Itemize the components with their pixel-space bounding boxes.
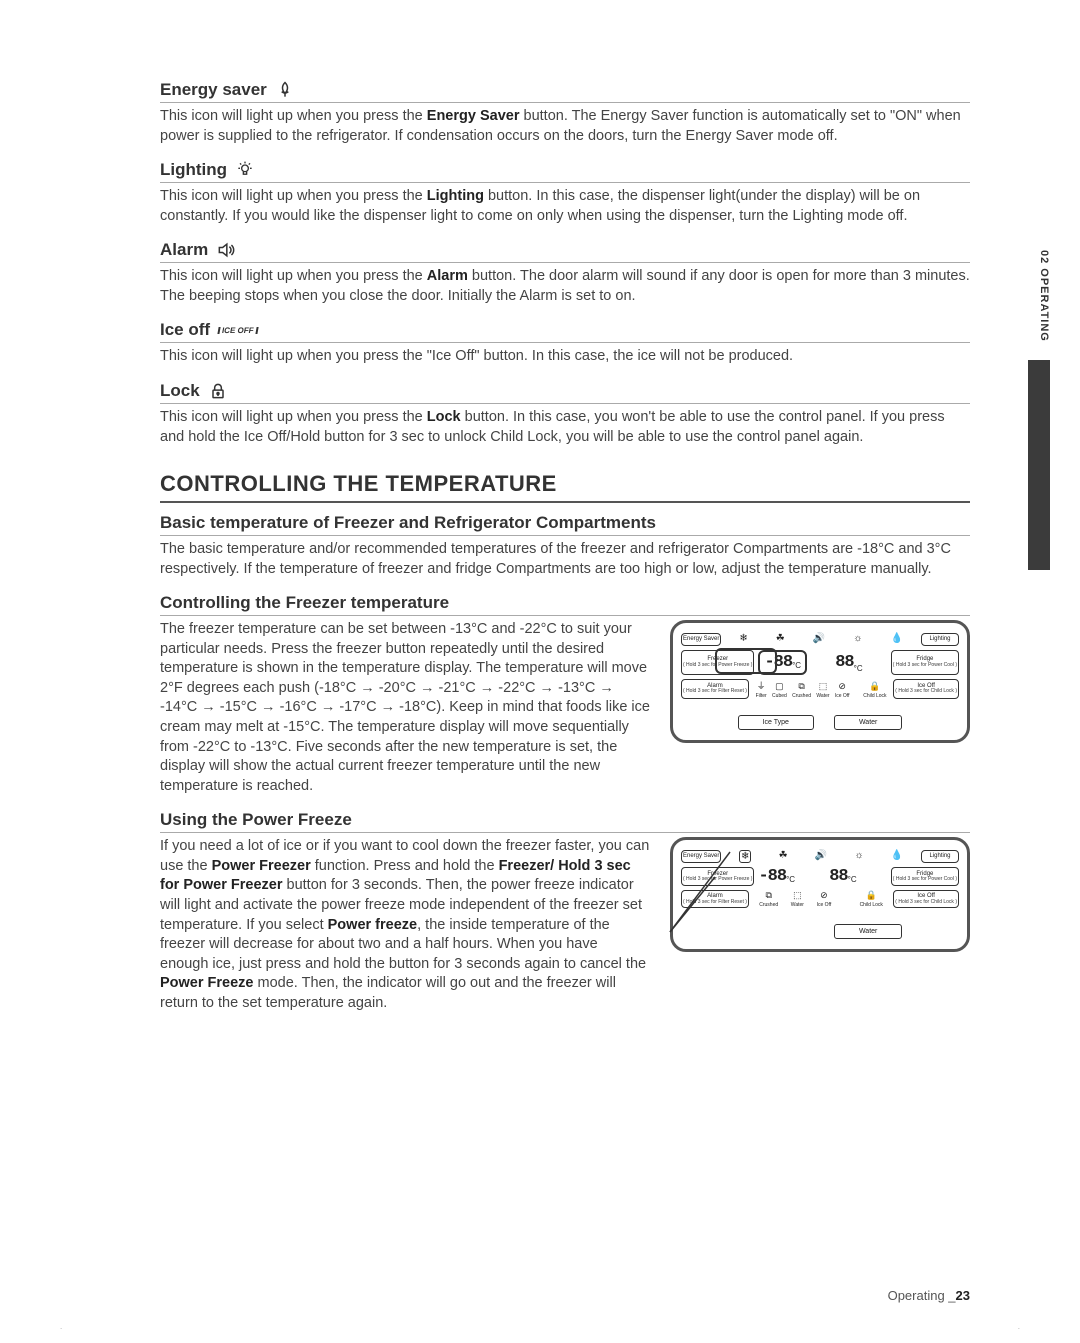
- panel2-freezer-display: -88°C: [758, 867, 795, 886]
- page-content: Energy saver This icon will light up whe…: [0, 0, 1080, 1067]
- section-freezer-temp: Controlling the Freezer temperature The …: [160, 593, 970, 796]
- panel2-iceoff-button: Ice Off( Hold 3 sec for Child Lock ): [893, 890, 959, 908]
- freezer-display: -88°C: [758, 650, 807, 675]
- basic-temp-body: The basic temperature and/or recommended…: [160, 540, 970, 579]
- cubed-icon: ▢: [775, 681, 784, 692]
- panel2-water-button: Water: [834, 924, 902, 939]
- section-ice-off: Ice off ICE OFF This icon will light up …: [160, 320, 970, 367]
- panel-freezer-button: Freezer( Hold 3 sec for Power Freeze ): [681, 650, 754, 675]
- panel2-top-icons: ❄ ☘ 🔊 ☼ 💧: [725, 850, 917, 863]
- lightbulb-icon: [235, 160, 255, 180]
- sound-icon: 🔊: [813, 633, 825, 644]
- section-lock: Lock This icon will light up when you pr…: [160, 381, 970, 447]
- leaf-icon: ☘: [776, 633, 785, 644]
- section-alarm: Alarm This icon will light up when you p…: [160, 240, 970, 306]
- lighting-body: This icon will light up when you press t…: [160, 187, 970, 226]
- basic-temp-title: Basic temperature of Freezer and Refrige…: [160, 513, 970, 536]
- panel-ice-type-button: Ice Type: [738, 715, 814, 730]
- water2-icon: ⬚: [793, 890, 802, 901]
- panel2-energy-saver-button: Energy Saver: [681, 850, 721, 863]
- drop2-icon: 💧: [891, 850, 903, 863]
- energy-saver-body: This icon will light up when you press t…: [160, 107, 970, 146]
- crushed2-icon: ⧉: [765, 890, 771, 901]
- crop-marks: ..: [0, 1322, 1080, 1331]
- page-footer: Operating _23: [888, 1288, 970, 1303]
- ice-off-title: Ice off: [160, 320, 210, 340]
- section-energy-saver: Energy saver This icon will light up whe…: [160, 80, 970, 146]
- panel2-freezer-button: Freezer( Hold 3 sec for Power Freeze ): [681, 867, 754, 886]
- controlling-temp-heading: CONTROLLING THE TEMPERATURE: [160, 471, 970, 503]
- filter-icon: ⏚: [757, 679, 766, 692]
- panel-bottom-icons: ⏚Filter ▢Cubed ⧉Crushed ⬚Water ⊘Ice Off …: [753, 679, 889, 699]
- water-icon: ⬚: [819, 681, 828, 692]
- panel-lighting-button: Lighting: [921, 633, 959, 646]
- leaf2-icon: ☘: [779, 850, 788, 863]
- ice-off-icon: ICE OFF: [217, 327, 258, 334]
- panel-alarm-button: Alarm( Hold 3 sec for Filter Reset ): [681, 679, 749, 699]
- childlock2-icon: 🔒: [866, 890, 877, 901]
- section-basic-temp: Basic temperature of Freezer and Refrige…: [160, 513, 970, 579]
- side-tab: 02 OPERATING: [1038, 250, 1050, 342]
- panel-water-button: Water: [834, 715, 902, 730]
- lock-title: Lock: [160, 381, 200, 401]
- iceoff2-icon: ⊘: [820, 890, 828, 901]
- panel2-lighting-button: Lighting: [921, 850, 959, 863]
- energy-saver-icon: [275, 80, 295, 100]
- power-freeze-title: Using the Power Freeze: [160, 810, 970, 833]
- section-power-freeze: Using the Power Freeze If you need a lot…: [160, 810, 970, 1013]
- power-freeze-body: If you need a lot of ice or if you want …: [160, 837, 650, 1013]
- bulb2-icon: ☼: [854, 850, 863, 863]
- panel-fridge-button: Fridge( Hold 3 sec for Power Cool ): [891, 650, 959, 675]
- lighting-title: Lighting: [160, 160, 227, 180]
- side-bar-marker: [1028, 360, 1050, 570]
- panel2-fridge-button: Fridge( Hold 3 sec for Power Cool ): [891, 867, 959, 886]
- panel-energy-saver-button: Energy Saver: [681, 633, 721, 646]
- alarm-body: This icon will light up when you press t…: [160, 267, 970, 306]
- bulb-icon: ☼: [853, 633, 862, 644]
- control-panel-figure-1: Energy Saver ❄ ☘ 🔊 ☼ 💧 Lighting: [670, 620, 970, 743]
- panel2-alarm-button: Alarm( Hold 3 sec for Filter Reset ): [681, 890, 749, 908]
- freezer-temp-title: Controlling the Freezer temperature: [160, 593, 970, 616]
- sound2-icon: 🔊: [815, 850, 827, 863]
- crushed-icon: ⧉: [798, 681, 804, 692]
- childlock-icon: 🔒: [869, 681, 880, 692]
- energy-saver-title: Energy saver: [160, 80, 267, 100]
- speaker-icon: [216, 240, 236, 260]
- panel-iceoff-button: Ice Off( Hold 3 sec for Child Lock ): [893, 679, 959, 699]
- section-lighting: Lighting This icon will light up when yo…: [160, 160, 970, 226]
- control-panel-figure-2: Energy Saver ❄ ☘ 🔊 ☼ 💧 Lighting: [670, 837, 970, 952]
- drop-icon: 💧: [890, 633, 902, 644]
- fridge-display: 88°C: [811, 650, 887, 675]
- alarm-title: Alarm: [160, 240, 208, 260]
- panel-top-icons: ❄ ☘ 🔊 ☼ 💧: [725, 633, 917, 644]
- snowflake-icon: ❄: [739, 633, 747, 644]
- ice-off-body: This icon will light up when you press t…: [160, 347, 970, 367]
- lock-body: This icon will light up when you press t…: [160, 408, 970, 447]
- panel2-bottom-icons: ⧉Crushed ⬚Water ⊘Ice Off 🔒Child Lock: [753, 890, 889, 908]
- snowflake-highlighted-icon: ❄: [739, 850, 751, 863]
- lock-icon: [208, 381, 228, 401]
- panel2-fridge-display: 88°C: [799, 867, 887, 886]
- iceoff-icon: ⊘: [838, 681, 846, 692]
- freezer-temp-body: The freezer temperature can be set betwe…: [160, 620, 650, 796]
